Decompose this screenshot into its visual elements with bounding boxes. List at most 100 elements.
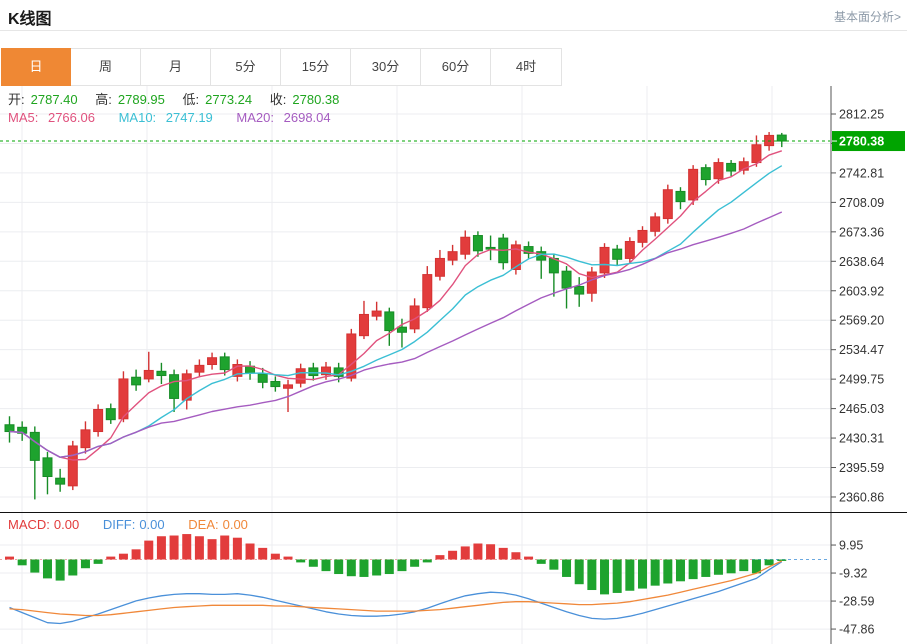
candle-up [447, 251, 458, 261]
macd-bar-down [68, 559, 78, 576]
candle-up [751, 144, 762, 164]
dea-line [9, 560, 783, 617]
candle-up [143, 369, 154, 380]
tab-5min[interactable]: 5分 [211, 49, 281, 85]
candle-up [599, 246, 610, 274]
macd-bar-down [549, 559, 559, 570]
candle-up [662, 189, 673, 220]
candle-down [131, 376, 142, 386]
candle-down [55, 477, 66, 485]
candle-down [675, 190, 686, 203]
ma5-label: MA5: 2766.06 [8, 110, 95, 125]
macd-bar-down [688, 559, 698, 580]
candle-down [156, 370, 167, 377]
price-tick-label: 2360.86 [839, 490, 884, 504]
tab-30min[interactable]: 30分 [351, 49, 421, 85]
macd-bar-up [473, 543, 483, 560]
tab-day[interactable]: 日 [1, 48, 71, 86]
macd-bar-down [650, 559, 660, 586]
candle-up [422, 274, 433, 309]
ma20-line [9, 211, 783, 458]
candle-up [434, 257, 445, 277]
main-gridlines [0, 86, 830, 512]
candle-down [29, 431, 40, 461]
candle-down [396, 326, 407, 333]
macd-bar-up [5, 556, 14, 560]
page-title: K线图 [8, 11, 52, 28]
macd-bar-down [562, 559, 572, 577]
candle-down [257, 373, 268, 383]
main-price-axis: 2812.25 2742.81 2708.09 2673.36 2638.64 2603.… [830, 86, 884, 512]
macd-bar-up [144, 540, 154, 560]
macd-bar-up [270, 553, 280, 560]
fundamental-analysis-link[interactable]: 基本面分析> [833, 10, 901, 24]
ohlc-ma-readout: 开: 2787.40 高: 2789.95 低: 2773.24 收: 2780.38 … [8, 91, 353, 127]
candle-up [624, 240, 635, 259]
macd-bar-down [587, 559, 597, 591]
macd-bar-down [600, 559, 610, 595]
macd-bar-down [55, 559, 65, 581]
macd-bar-up [207, 539, 217, 560]
price-tick-label: 2603.92 [839, 284, 884, 298]
macd-bar-down [751, 559, 761, 574]
period-tabbar: 日 周 月 5分 15分 30分 60分 4时 [1, 48, 562, 86]
tab-15min[interactable]: 15分 [281, 49, 351, 85]
tab-month[interactable]: 月 [141, 49, 211, 85]
close-label: 收: [269, 92, 287, 107]
diff-line [9, 561, 783, 625]
candle-up [67, 445, 78, 487]
tab-week[interactable]: 周 [71, 49, 141, 85]
macd-bar-up [283, 556, 293, 560]
macd-bar-down [80, 559, 90, 569]
macd-tick-label: -9.32 [839, 567, 868, 581]
tab-4hour[interactable]: 4时 [491, 49, 561, 85]
candle-up [283, 384, 294, 389]
macd-bar-down [334, 559, 344, 575]
macd-bar-down [93, 559, 103, 564]
candle-up [118, 378, 129, 420]
candle-down [42, 457, 53, 478]
price-tick-label: 2812.25 [839, 108, 884, 122]
price-tick-label: 2499.75 [839, 373, 884, 387]
macd-bar-down [625, 559, 635, 591]
candle-down [219, 356, 230, 371]
ma5-line [9, 150, 783, 461]
macd-histogram [5, 534, 787, 595]
macd-bar-up [258, 547, 268, 560]
macd-tick-label: 9.95 [839, 539, 863, 553]
candle-up [194, 364, 205, 373]
tab-60min[interactable]: 60分 [421, 49, 491, 85]
candle-up [232, 364, 243, 377]
macd-bar-down [777, 559, 787, 561]
candle-up [586, 271, 597, 294]
candle-up [637, 229, 648, 243]
price-tick-label: 2708.09 [839, 196, 884, 210]
macd-bar-up [182, 534, 192, 560]
current-price-badge: 2780.38 [832, 131, 905, 152]
candle-down [574, 285, 585, 295]
candle-up [207, 357, 218, 366]
open-value: 2787.40 [30, 92, 78, 107]
candle-up [371, 310, 382, 317]
candle-down [169, 374, 180, 399]
macd-bar-up [511, 552, 521, 560]
price-tick-label: 2430.31 [839, 432, 884, 446]
candle-down [4, 424, 15, 433]
candle-down [523, 246, 534, 254]
ma5-value: 2766.06 [47, 110, 95, 125]
ma20-label: MA20: 2698.04 [236, 110, 331, 125]
candle-down [308, 367, 319, 377]
macd-bar-down [359, 559, 369, 577]
macd-bar-down [764, 559, 774, 566]
macd-bar-down [308, 559, 318, 567]
candle-up [346, 333, 357, 379]
price-tick-label: 2465.03 [839, 402, 884, 416]
macd-bar-up [448, 550, 458, 560]
candle-down [472, 235, 483, 252]
candle-up [688, 168, 699, 201]
current-price-label: 2780.38 [839, 135, 884, 149]
low-value: 2773.24 [205, 92, 253, 107]
open-label: 开: [8, 92, 25, 107]
macd-bar-down [638, 559, 647, 589]
